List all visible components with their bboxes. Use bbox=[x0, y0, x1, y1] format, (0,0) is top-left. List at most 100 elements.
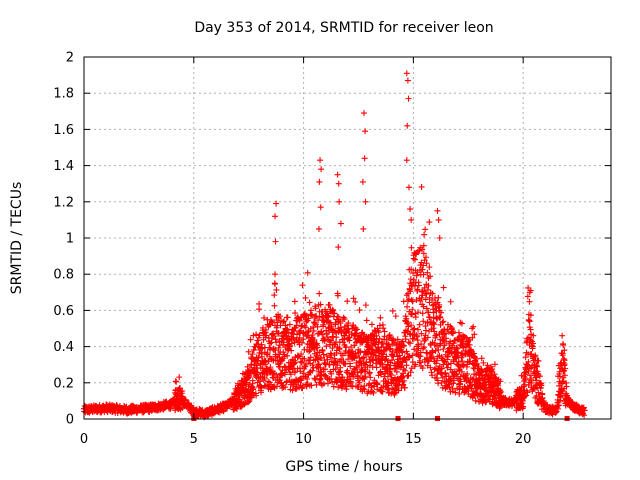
data-point bbox=[258, 385, 265, 392]
data-point bbox=[286, 337, 293, 344]
data-point bbox=[249, 351, 256, 358]
y-tick-label: 1.8 bbox=[53, 87, 74, 102]
data-point bbox=[287, 371, 294, 378]
data-point bbox=[536, 373, 543, 380]
data-point bbox=[423, 327, 430, 334]
data-point bbox=[307, 354, 314, 361]
data-point bbox=[431, 328, 438, 335]
data-point bbox=[279, 318, 286, 325]
data-point bbox=[244, 363, 251, 370]
data-point-spike bbox=[272, 238, 279, 245]
data-point bbox=[290, 334, 297, 341]
data-point bbox=[344, 298, 351, 305]
data-point bbox=[458, 368, 465, 375]
data-point bbox=[316, 349, 323, 356]
data-point bbox=[348, 344, 355, 351]
data-point bbox=[289, 387, 296, 394]
data-point bbox=[370, 389, 377, 396]
data-point bbox=[283, 378, 290, 385]
data-point bbox=[302, 294, 309, 301]
data-point bbox=[325, 313, 332, 320]
data-point bbox=[466, 358, 473, 365]
data-point bbox=[407, 288, 414, 295]
data-point bbox=[380, 351, 387, 358]
data-point bbox=[318, 328, 325, 335]
data-point bbox=[453, 344, 460, 351]
data-point bbox=[438, 309, 445, 316]
data-point bbox=[555, 402, 562, 409]
data-point bbox=[408, 266, 415, 273]
data-point bbox=[284, 314, 291, 321]
data-point bbox=[271, 302, 278, 309]
data-point bbox=[444, 364, 451, 371]
data-point bbox=[311, 336, 318, 343]
data-point bbox=[423, 305, 430, 312]
data-point-spike bbox=[318, 166, 325, 173]
data-point bbox=[520, 403, 527, 410]
data-point bbox=[496, 405, 503, 412]
data-point bbox=[318, 355, 325, 362]
data-point bbox=[264, 350, 271, 357]
data-point bbox=[423, 254, 430, 261]
data-point bbox=[480, 359, 487, 366]
data-point-spike bbox=[436, 235, 443, 241]
data-point bbox=[395, 387, 402, 394]
data-point bbox=[304, 376, 311, 383]
data-point bbox=[302, 324, 309, 331]
data-point bbox=[560, 355, 567, 362]
data-point bbox=[401, 377, 408, 384]
data-point bbox=[441, 342, 448, 349]
data-point bbox=[433, 360, 440, 367]
data-point bbox=[436, 301, 443, 308]
data-point bbox=[361, 386, 368, 393]
data-point bbox=[429, 290, 436, 297]
data-point bbox=[416, 321, 423, 328]
data-point bbox=[392, 313, 399, 320]
data-point bbox=[524, 389, 531, 396]
data-point bbox=[402, 336, 409, 343]
data-point bbox=[323, 343, 330, 350]
data-point bbox=[276, 313, 283, 320]
data-point-spike bbox=[405, 95, 412, 102]
data-point bbox=[321, 338, 328, 345]
data-point bbox=[415, 309, 422, 316]
data-point bbox=[497, 378, 504, 385]
data-point bbox=[292, 359, 299, 366]
data-point bbox=[527, 312, 534, 319]
data-point bbox=[443, 335, 450, 342]
data-point bbox=[446, 384, 453, 391]
data-point bbox=[440, 284, 447, 291]
data-point-spike bbox=[272, 213, 279, 220]
data-point bbox=[275, 344, 282, 351]
data-point bbox=[417, 349, 424, 356]
y-tick-label: 0 bbox=[66, 413, 74, 428]
data-point bbox=[233, 405, 240, 412]
data-point bbox=[418, 294, 425, 301]
data-point bbox=[429, 296, 436, 303]
data-point bbox=[319, 331, 326, 338]
data-point bbox=[408, 322, 415, 329]
data-point bbox=[315, 361, 322, 368]
data-point bbox=[340, 314, 347, 321]
data-point bbox=[368, 321, 375, 328]
data-point bbox=[320, 351, 327, 358]
data-point bbox=[422, 296, 429, 303]
data-point bbox=[281, 318, 288, 325]
data-point bbox=[464, 384, 471, 391]
data-point bbox=[405, 372, 412, 379]
data-point bbox=[421, 344, 428, 351]
data-point bbox=[473, 355, 480, 362]
data-point bbox=[411, 346, 418, 353]
data-point bbox=[286, 321, 293, 328]
y-tick-label: 2 bbox=[66, 51, 74, 66]
data-point bbox=[447, 360, 454, 367]
data-point bbox=[405, 296, 412, 303]
data-point bbox=[309, 367, 316, 374]
data-point bbox=[528, 379, 535, 386]
data-point-spike bbox=[315, 225, 322, 232]
data-point bbox=[402, 367, 409, 374]
y-axis-label: SRMTID / TECUs bbox=[9, 182, 25, 295]
data-point bbox=[301, 355, 308, 362]
data-point bbox=[412, 361, 419, 368]
data-point bbox=[466, 341, 473, 348]
